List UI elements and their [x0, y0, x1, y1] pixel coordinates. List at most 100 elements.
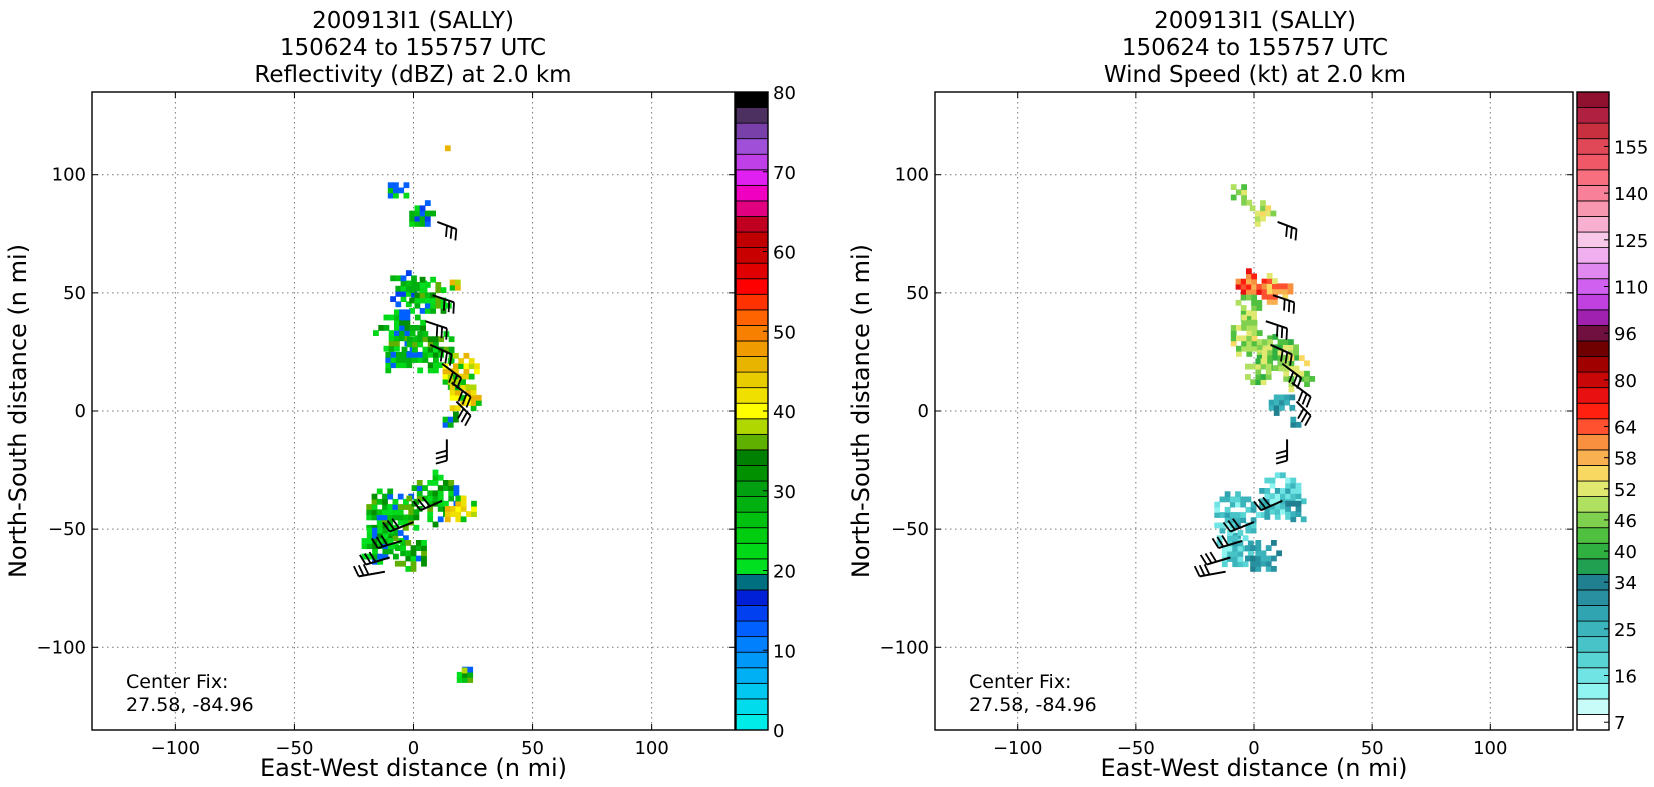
radar-pixel: [372, 543, 378, 550]
colorbar-segment: [735, 620, 769, 638]
radar-pixel: [1266, 278, 1273, 284]
radar-pixel: [397, 504, 404, 510]
radar-pixel: [417, 336, 424, 343]
wind-barb-shaft: [1277, 221, 1297, 230]
radar-pixel: [371, 509, 378, 516]
x-tick-label: 50: [521, 738, 544, 759]
radar-pixel: [453, 368, 459, 375]
wind-barb-flag: [464, 415, 472, 427]
radar-pixel: [417, 351, 424, 358]
radar-pixel: [427, 367, 434, 374]
wind-barb-flag: [1222, 521, 1232, 533]
radar-pixel: [1246, 294, 1252, 301]
radar-pixel: [1230, 194, 1237, 201]
radar-pixel: [399, 325, 405, 331]
radar-pixel: [406, 336, 413, 343]
radar-pixel: [1290, 477, 1297, 484]
radar-pixel: [409, 215, 415, 222]
radar-pixel: [404, 314, 411, 321]
radar-pixel: [1278, 360, 1284, 367]
colorbar-segment: [1576, 496, 1610, 513]
radar-pixel: [1267, 344, 1273, 351]
radar-pixel: [427, 336, 434, 343]
wind-barb-flag: [375, 536, 384, 548]
radar-pixel: [1255, 550, 1262, 557]
radar-pixel: [1236, 351, 1242, 357]
radar-pixel: [422, 351, 429, 358]
radar-pixel: [1254, 221, 1261, 227]
wind-barb-shaft: [451, 381, 472, 398]
colorbar-tick-label: 16: [1614, 667, 1637, 688]
radar-pixel: [404, 319, 411, 326]
radar-pixel: [400, 280, 407, 287]
wind-barb-flag: [1227, 520, 1236, 531]
radar-pixel: [411, 291, 417, 297]
wind-barb-flag: [370, 537, 379, 549]
chart-title-line-3: Reflectivity (dBZ) at 2.0 km: [254, 62, 571, 88]
radar-pixel: [382, 509, 388, 516]
radar-pixel: [1259, 498, 1265, 505]
radar-pixel: [1245, 496, 1252, 503]
colorbar-tick-label: 40: [1614, 542, 1637, 563]
grid-lines: [935, 92, 1573, 730]
radar-pixel: [1246, 283, 1252, 290]
radar-pixel: [1265, 363, 1272, 370]
colorbar-tick-label: 20: [773, 562, 796, 583]
radar-pixel: [456, 677, 463, 683]
radar-pixel: [415, 545, 422, 551]
radar-pixel: [444, 511, 451, 517]
radar-pixel: [412, 346, 418, 353]
radar-pixel: [420, 325, 426, 331]
colorbar-segment: [735, 231, 769, 249]
radar-pixel: [1279, 404, 1285, 411]
colorbar-segment: [735, 511, 769, 529]
radar-pixel: [393, 553, 399, 560]
radar-pixel: [1245, 363, 1251, 370]
radar-pixel: [1295, 482, 1302, 489]
radar-pixel: [1284, 399, 1290, 406]
radar-pixel: [1241, 314, 1247, 321]
radar-pixel: [413, 524, 420, 531]
wind-barb-flag: [1301, 393, 1308, 405]
radar-pixel: [1280, 493, 1286, 499]
wind-barb-flag: [382, 521, 391, 533]
radar-pixel: [409, 287, 415, 293]
radar-pixel: [1288, 386, 1295, 393]
radar-pixel: [419, 210, 426, 217]
radar-pixel: [1267, 339, 1273, 345]
radar-pixel: [460, 394, 466, 401]
radar-pixel: [427, 506, 434, 512]
radar-pixel: [427, 511, 434, 517]
x-axis-label: East-West distance (n mi): [1100, 754, 1407, 782]
radar-pixel: [1285, 506, 1291, 512]
wind-barb-shaft: [429, 343, 453, 356]
radar-pixel: [387, 488, 394, 495]
radar-pixel: [424, 221, 431, 227]
radar-pixel: [400, 285, 407, 292]
wind-barb-flag: [460, 411, 468, 423]
radar-pixel: [390, 275, 396, 282]
radar-pixel: [385, 357, 392, 363]
radar-pixel: [392, 509, 399, 516]
radar-pixel: [397, 519, 404, 526]
chart-title-line-1: 200913I1 (SALLY): [1154, 8, 1356, 34]
radar-pixel: [442, 368, 449, 375]
colorbar-frame: [1576, 91, 1610, 731]
radar-pixel: [1298, 370, 1305, 377]
radar-pixel: [1235, 496, 1241, 503]
wind-barb: [429, 343, 453, 366]
radar-pixel: [1260, 550, 1267, 557]
wind-barb-flag: [1294, 228, 1298, 241]
radar-pixel: [410, 545, 417, 551]
radar-pixel: [1255, 379, 1262, 386]
radar-pixel: [414, 210, 421, 217]
radar-pixel: [1241, 340, 1247, 347]
radar-pixel: [394, 545, 401, 551]
colorbar-segment: [735, 449, 769, 466]
radar-pixel: [1250, 501, 1257, 508]
colorbar-tick-label: 25: [1614, 620, 1637, 641]
radar-pixel: [470, 400, 477, 406]
radar-pixel: [405, 285, 412, 292]
radar-pixel: [1268, 404, 1275, 411]
radar-pixel: [471, 511, 477, 517]
